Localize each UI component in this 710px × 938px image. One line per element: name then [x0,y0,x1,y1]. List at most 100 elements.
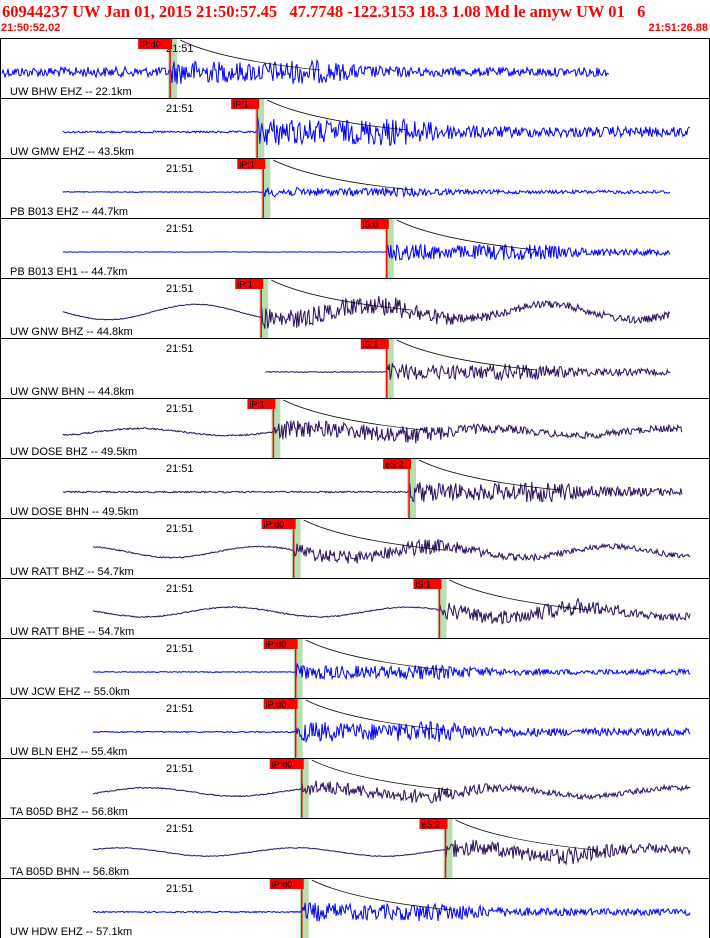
waveform [92,597,691,625]
pick-label: iS:1 [415,580,431,590]
travel-time-curve [455,819,596,851]
pick-label: iP:d0 [272,760,293,770]
station-label: TA B05D BHN -- 56.8km [10,866,129,878]
minute-tick-label: 21:51 [166,583,194,595]
station-label: UW RATT BHE -- 54.7km [10,626,134,638]
pick-flag [263,699,298,709]
pick-flag [413,579,442,589]
pick-window [291,519,301,578]
pick-window [255,99,265,158]
pick-label: iP:1 [249,400,265,410]
pick-flag [263,639,298,649]
minute-tick-label: 21:51 [166,103,194,115]
waveform [92,538,691,564]
station-label: UW BHW EHZ -- 22.1km [10,86,132,98]
station-label: UW GMW EHZ -- 43.5km [10,146,134,158]
trace-panel: 21:51 eS:2 UW DOSE BHN -- 49.5km [0,458,710,519]
waveform [92,780,691,804]
waveform [62,242,671,261]
pick-flag [138,39,173,49]
pick-window [261,159,271,218]
pick-flag [237,159,266,169]
travel-time-curve [271,279,412,311]
pick-label: iP:d0 [266,640,287,650]
waveform [1,58,610,85]
travel-time-curve [305,639,446,671]
waveform [62,481,683,503]
minute-tick-label: 21:51 [166,883,194,895]
pick-window [299,759,309,818]
station-label: UW DOSE BHN -- 49.5km [10,506,138,518]
trace-panel: 21:51 iP:1 PB B013 EHZ -- 44.7km [0,158,710,219]
trace-panel: 21:51 iP:1 UW DOSE BHZ -- 49.5km [0,398,710,459]
travel-time-curve [396,339,537,371]
plot-header: 60944237 UW Jan 01, 2015 21:50:57.45 47.… [0,0,710,38]
trace-panel: 21:51 iP:d0 TA B05D BHZ -- 56.8km [0,758,710,819]
pick-window [271,399,281,458]
trace-panel: 21:51 iP:d0 UW HDW EHZ -- 57.1km [0,878,710,938]
pick-flag [360,339,389,349]
window-start-time: 21:50:52.02 [1,22,61,34]
pick-label: iP:d0 [272,880,293,890]
minute-tick-label: 21:51 [166,223,194,235]
waveform [62,419,683,444]
window-end-time: 21:51:26.88 [648,22,708,34]
travel-time-curve [449,579,590,611]
pick-label: eS:2 [385,460,404,470]
station-label: UW GNW BHZ -- 44.8km [10,326,133,338]
pick-flag [247,399,276,409]
minute-tick-label: 21:51 [166,343,194,355]
waveform [62,186,671,199]
station-label: UW JCW EHZ -- 55.0km [10,686,130,698]
pick-flag [235,279,264,289]
pick-flag [269,879,304,889]
pick-label: iS:1 [363,340,379,350]
trace-panel: 21:51 iP:1 UW GMW EHZ -- 43.5km [0,98,710,159]
waveform [265,363,671,382]
pick-flag [419,819,448,829]
pick-window [293,639,303,698]
pick-flag [261,519,296,529]
pick-window [384,219,394,278]
trace-panel: 21:51 iP:d0 UW BLN EHZ -- 55.4km [0,698,710,759]
minute-tick-label: 21:51 [166,403,194,415]
pick-label: iS:0 [363,220,379,230]
waveform [92,720,691,744]
waveform [62,296,671,329]
travel-time-curve [311,759,452,791]
travel-time-curve [311,879,452,911]
travel-time-curve [396,219,537,251]
trace-panel: 21:51 iS:1 UW GNW BHN -- 44.8km [0,338,710,399]
pick-window [437,579,447,638]
pick-label: iP:1 [233,100,249,110]
travel-time-curve [418,459,560,491]
minute-tick-label: 21:51 [166,163,194,175]
minute-tick-label: 21:51 [166,463,194,475]
waveform [92,662,691,681]
travel-time-curve [179,39,321,71]
station-label: UW GNW BHN -- 44.8km [10,386,134,398]
travel-time-curve [303,519,444,551]
pick-label: iP:d0 [266,700,287,710]
pick-label: iP:1 [237,280,253,290]
minute-tick-label: 21:51 [166,703,194,715]
minute-tick-label: 21:51 [166,763,194,775]
minute-tick-label: 21:51 [166,283,194,295]
minute-tick-label: 21:51 [166,43,194,55]
pick-window [407,459,417,518]
station-label: UW DOSE BHZ -- 49.5km [10,446,137,458]
travel-time-curve [273,159,414,191]
pick-flag [360,219,389,229]
trace-panel: 21:51 iS:1 UW RATT BHE -- 54.7km [0,578,710,639]
minute-tick-label: 21:51 [166,823,194,835]
station-label: UW BLN EHZ -- 55.4km [10,746,127,758]
pick-label: iP:d0 [264,520,285,530]
station-label: TA B05D BHZ -- 56.8km [10,806,128,818]
travel-time-curve [283,399,424,431]
travel-time-curve [267,99,408,131]
waveform [92,902,691,922]
station-label: UW HDW EHZ -- 57.1km [10,926,132,938]
station-label: PB B013 EH1 -- 44.7km [10,266,127,278]
trace-panel: 21:51 iS:0 PB B013 EH1 -- 44.7km [0,218,710,279]
trace-panel: 21:51 iP:1 UW GNW BHZ -- 44.8km [0,278,710,339]
